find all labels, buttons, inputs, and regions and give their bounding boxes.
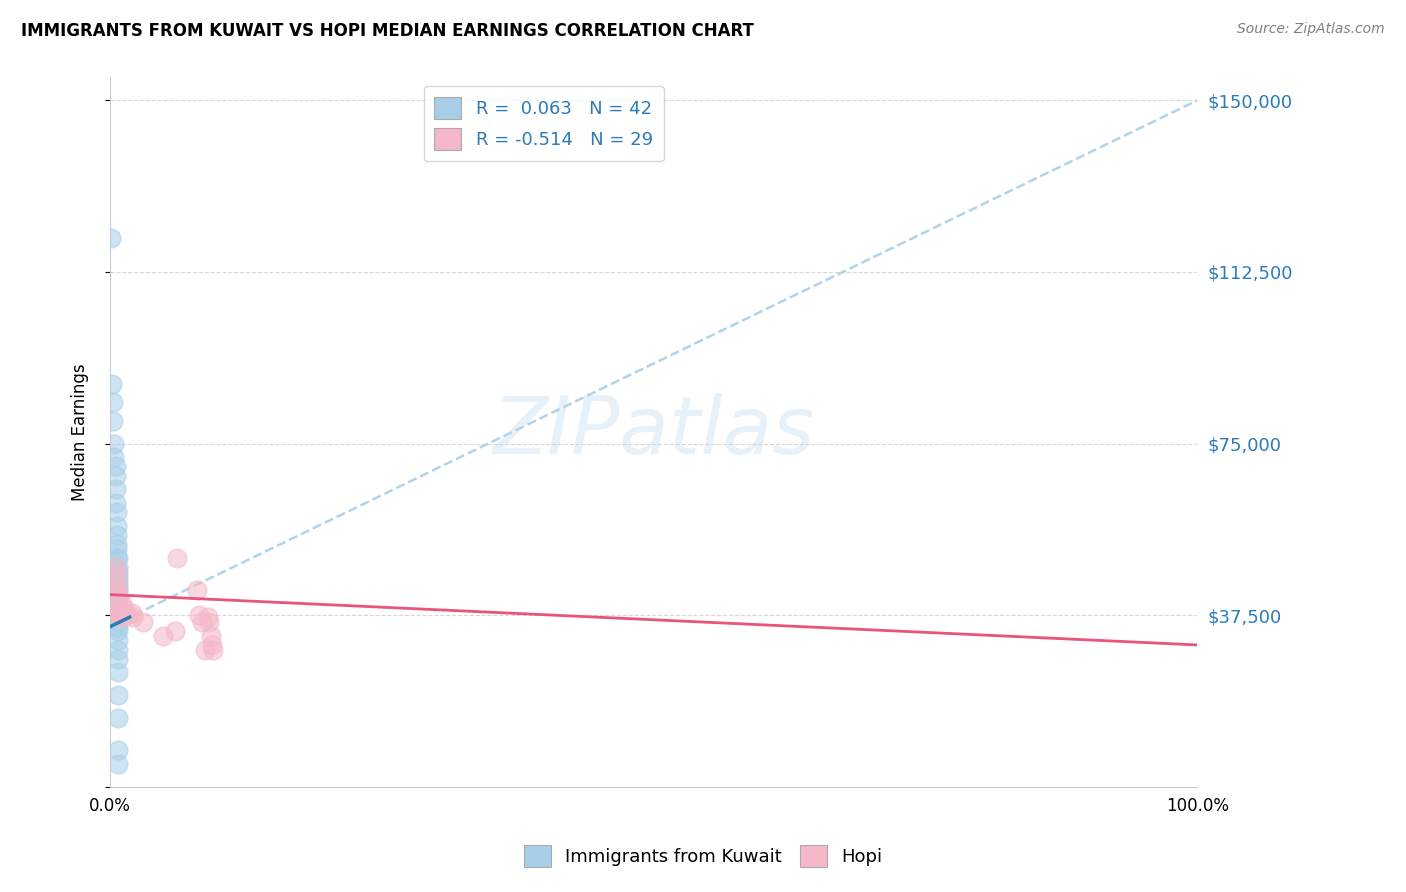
Point bbox=[105, 528, 128, 542]
Point bbox=[107, 578, 129, 592]
Point bbox=[107, 565, 129, 579]
Point bbox=[197, 610, 219, 624]
Point bbox=[104, 578, 127, 592]
Legend: R =  0.063   N = 42, R = -0.514   N = 29: R = 0.063 N = 42, R = -0.514 N = 29 bbox=[423, 87, 664, 161]
Point bbox=[188, 608, 211, 623]
Legend: Immigrants from Kuwait, Hopi: Immigrants from Kuwait, Hopi bbox=[516, 838, 890, 874]
Point bbox=[131, 615, 153, 629]
Point bbox=[104, 560, 127, 574]
Point bbox=[194, 642, 217, 657]
Point bbox=[107, 665, 129, 680]
Point bbox=[101, 377, 124, 392]
Point bbox=[107, 615, 129, 629]
Point bbox=[107, 620, 129, 634]
Point bbox=[107, 633, 129, 648]
Point bbox=[107, 592, 129, 607]
Point bbox=[103, 436, 125, 450]
Point bbox=[107, 582, 129, 597]
Point bbox=[100, 230, 122, 244]
Point bbox=[166, 551, 188, 566]
Point bbox=[115, 606, 138, 620]
Point bbox=[107, 597, 129, 611]
Point bbox=[122, 610, 145, 624]
Point bbox=[107, 551, 129, 566]
Point bbox=[107, 582, 129, 597]
Point bbox=[186, 582, 208, 597]
Point bbox=[202, 642, 225, 657]
Point bbox=[107, 688, 129, 702]
Point bbox=[165, 624, 187, 639]
Point bbox=[105, 541, 128, 556]
Point bbox=[107, 588, 129, 602]
Point bbox=[107, 624, 129, 639]
Point bbox=[103, 395, 125, 409]
Point bbox=[105, 537, 128, 551]
Point bbox=[105, 569, 128, 583]
Point bbox=[107, 597, 129, 611]
Point bbox=[107, 597, 129, 611]
Point bbox=[104, 468, 127, 483]
Point bbox=[105, 551, 128, 566]
Point bbox=[107, 743, 129, 757]
Point bbox=[103, 450, 125, 465]
Point bbox=[107, 711, 129, 725]
Point bbox=[117, 608, 139, 623]
Point bbox=[107, 608, 129, 623]
Point bbox=[107, 642, 129, 657]
Point bbox=[105, 582, 128, 597]
Point bbox=[104, 496, 127, 510]
Point bbox=[107, 608, 129, 623]
Point bbox=[121, 606, 143, 620]
Point bbox=[108, 610, 131, 624]
Point bbox=[104, 483, 127, 497]
Text: ZIPatlas: ZIPatlas bbox=[492, 393, 815, 471]
Point bbox=[110, 606, 132, 620]
Point bbox=[111, 597, 134, 611]
Point bbox=[107, 574, 129, 588]
Text: Source: ZipAtlas.com: Source: ZipAtlas.com bbox=[1237, 22, 1385, 37]
Point bbox=[152, 629, 174, 643]
Point bbox=[107, 606, 129, 620]
Text: IMMIGRANTS FROM KUWAIT VS HOPI MEDIAN EARNINGS CORRELATION CHART: IMMIGRANTS FROM KUWAIT VS HOPI MEDIAN EA… bbox=[21, 22, 754, 40]
Y-axis label: Median Earnings: Median Earnings bbox=[72, 363, 89, 501]
Point bbox=[107, 651, 129, 665]
Point bbox=[104, 459, 127, 474]
Point bbox=[107, 569, 129, 583]
Point bbox=[103, 414, 125, 428]
Point bbox=[191, 615, 214, 629]
Point bbox=[107, 560, 129, 574]
Point bbox=[198, 615, 221, 629]
Point bbox=[200, 629, 222, 643]
Point bbox=[107, 606, 129, 620]
Point bbox=[107, 601, 129, 615]
Point bbox=[107, 588, 129, 602]
Point bbox=[201, 638, 224, 652]
Point bbox=[107, 756, 129, 771]
Point bbox=[105, 519, 128, 533]
Point bbox=[105, 505, 128, 519]
Point bbox=[112, 601, 135, 615]
